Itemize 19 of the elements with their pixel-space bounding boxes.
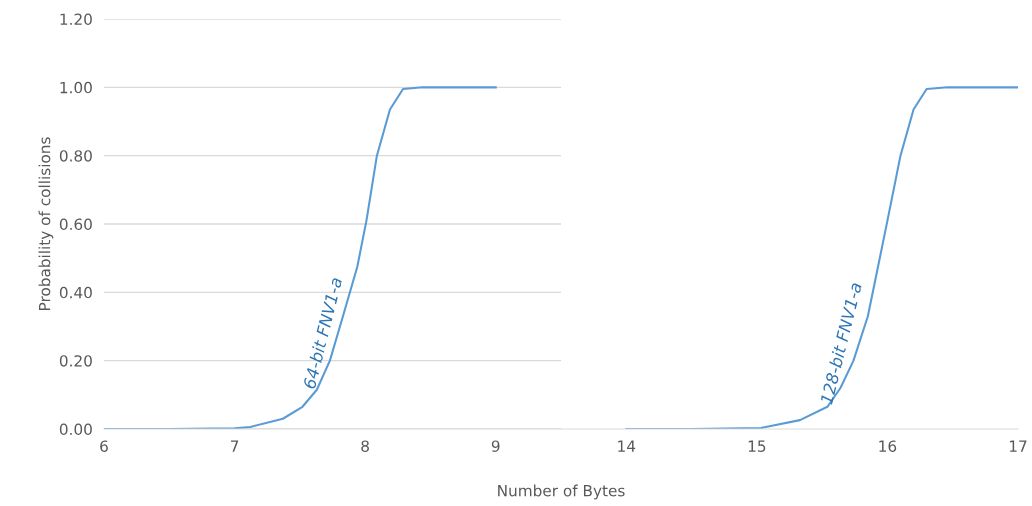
x-tick-label: 17	[1009, 440, 1027, 452]
y-tick-label: 0.80	[59, 150, 92, 162]
x-tick-label: 8	[361, 440, 369, 452]
x-tick-label: 15	[748, 440, 766, 452]
y-tick-label: 1.00	[60, 81, 92, 94]
y-tick-label: 0.60	[59, 218, 92, 231]
x-axis-title: Number of Bytes	[498, 484, 625, 500]
text: 64-bit FNV1-a	[302, 276, 343, 390]
x-tick-label: 16	[879, 440, 897, 452]
x-tick-label: 14	[618, 440, 636, 452]
x-tick-label: 9	[491, 440, 500, 452]
y-tick-label: 0.20	[59, 355, 92, 367]
y-axis-title: Probability of collisions	[38, 137, 54, 310]
y-tick-label: 0.40	[59, 286, 92, 299]
x-tick-label: 6	[100, 440, 108, 452]
x-tick-label: 7	[230, 440, 239, 452]
text: 128-bit FNV1-a	[819, 282, 862, 405]
y-tick-label: 0.00	[59, 423, 92, 436]
y-tick-label: 1.20	[60, 13, 92, 26]
